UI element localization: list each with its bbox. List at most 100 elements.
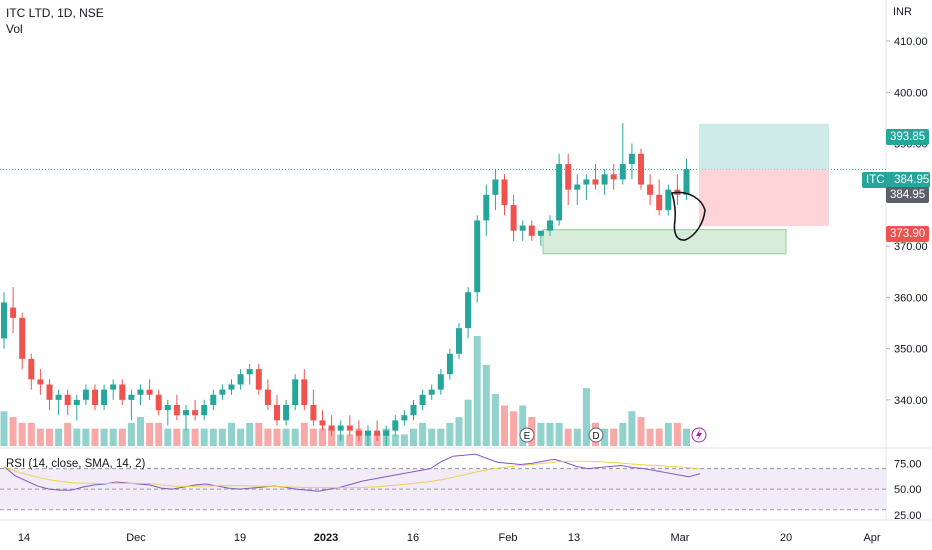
candle-body: [428, 389, 435, 395]
candle-body: [547, 220, 553, 231]
crosshair-price-tag: 384.95: [886, 187, 930, 203]
candle: [128, 389, 135, 421]
position-zones[interactable]: [542, 123, 829, 255]
price-tick-label: 400.00: [894, 87, 928, 99]
time-tick-label: 20: [780, 532, 792, 544]
candle: [383, 425, 390, 446]
candle-body: [110, 384, 117, 390]
candle: [519, 220, 526, 241]
candle-body: [46, 384, 53, 400]
candle-body: [319, 420, 326, 426]
user-drawings[interactable]: [670, 191, 706, 241]
candle-body: [365, 430, 371, 436]
time-tick-label: 2023: [314, 532, 338, 544]
time-tick-label: Feb: [499, 532, 518, 544]
candle-body: [264, 389, 271, 405]
volume-bar: [309, 428, 317, 446]
volume-bar: [200, 428, 208, 446]
candle-body: [310, 404, 317, 421]
candle-body: [410, 404, 417, 416]
flash-icon: [691, 427, 707, 443]
volume-bar: [419, 422, 427, 446]
candle: [401, 410, 408, 426]
candle-body: [456, 328, 462, 354]
time-tick-label: 14: [18, 532, 30, 544]
volume-bar: [0, 411, 8, 446]
volume-bar: [619, 422, 627, 446]
volume-bar: [146, 422, 154, 446]
volume-bar: [437, 428, 445, 446]
candle-body: [483, 194, 490, 221]
candle-body: [628, 153, 635, 165]
volume-bar: [182, 428, 190, 446]
volume-bar: [246, 422, 254, 446]
candle-body: [201, 404, 208, 416]
candle: [28, 353, 35, 390]
time-tick-label: 13: [568, 532, 580, 544]
rsi-label[interactable]: RSI (14, close, SMA, 14, 2): [6, 458, 146, 470]
event-badge-label: D: [592, 431, 599, 442]
candle-body: [228, 384, 235, 390]
candle-body: [219, 389, 226, 395]
candle-body: [592, 179, 599, 185]
candle-body: [492, 179, 499, 195]
candle-body: [246, 369, 253, 375]
candle: [465, 287, 472, 339]
rsi-tick-label: 75.00: [894, 458, 922, 470]
candle-body: [392, 420, 399, 431]
volume-bar: [282, 428, 290, 446]
candle-body: [1, 302, 7, 339]
price-tick-label: 350.00: [894, 344, 928, 356]
rsi-pane[interactable]: 75.00 50.00 25.00: [0, 453, 922, 522]
candle: [19, 312, 26, 370]
candle: [410, 399, 417, 421]
candle-body: [146, 389, 153, 395]
rsi-ma-line: [3, 460, 701, 489]
stop-price-tag: 373.90: [886, 226, 930, 242]
volume-bars: [0, 336, 690, 446]
candle: [137, 384, 144, 405]
candle: [419, 389, 426, 411]
price-tick-label: 410.00: [894, 36, 928, 48]
candle: [537, 230, 544, 247]
candle: [392, 415, 399, 436]
volume-bar: [391, 434, 399, 446]
candle: [583, 174, 590, 200]
volume-bar: [655, 428, 663, 446]
candle: [647, 174, 654, 206]
candle: [656, 179, 663, 216]
candle: [665, 184, 672, 216]
candle-body: [237, 374, 244, 385]
candle-body: [656, 194, 663, 211]
candle: [301, 369, 308, 411]
candle: [183, 404, 189, 431]
time-tick-label: 16: [407, 532, 419, 544]
candle-body: [665, 189, 672, 211]
volume-bar: [137, 417, 144, 446]
candle-body: [92, 389, 98, 405]
volume-bar: [491, 393, 499, 446]
candle-body: [647, 184, 654, 195]
candle: [528, 220, 535, 241]
candle-body: [574, 184, 581, 190]
candle-body: [610, 174, 617, 180]
candle: [292, 374, 299, 411]
event-badge: E: [519, 427, 535, 443]
event-badge-label: E: [524, 431, 531, 442]
candle-body: [328, 425, 335, 431]
candle: [510, 194, 517, 241]
volume-bar: [482, 364, 490, 446]
candle: [237, 369, 244, 390]
candle-body: [64, 394, 71, 405]
candle-body: [374, 430, 381, 436]
candle: [192, 399, 199, 421]
candle-body: [183, 410, 189, 416]
volume-bar: [9, 417, 17, 446]
candle: [264, 379, 271, 411]
event-badge-circle: [588, 427, 604, 443]
symbol-title[interactable]: ITC LTD, 1D, NSE: [6, 6, 104, 20]
candle-body: [583, 179, 590, 185]
candle: [164, 399, 171, 426]
